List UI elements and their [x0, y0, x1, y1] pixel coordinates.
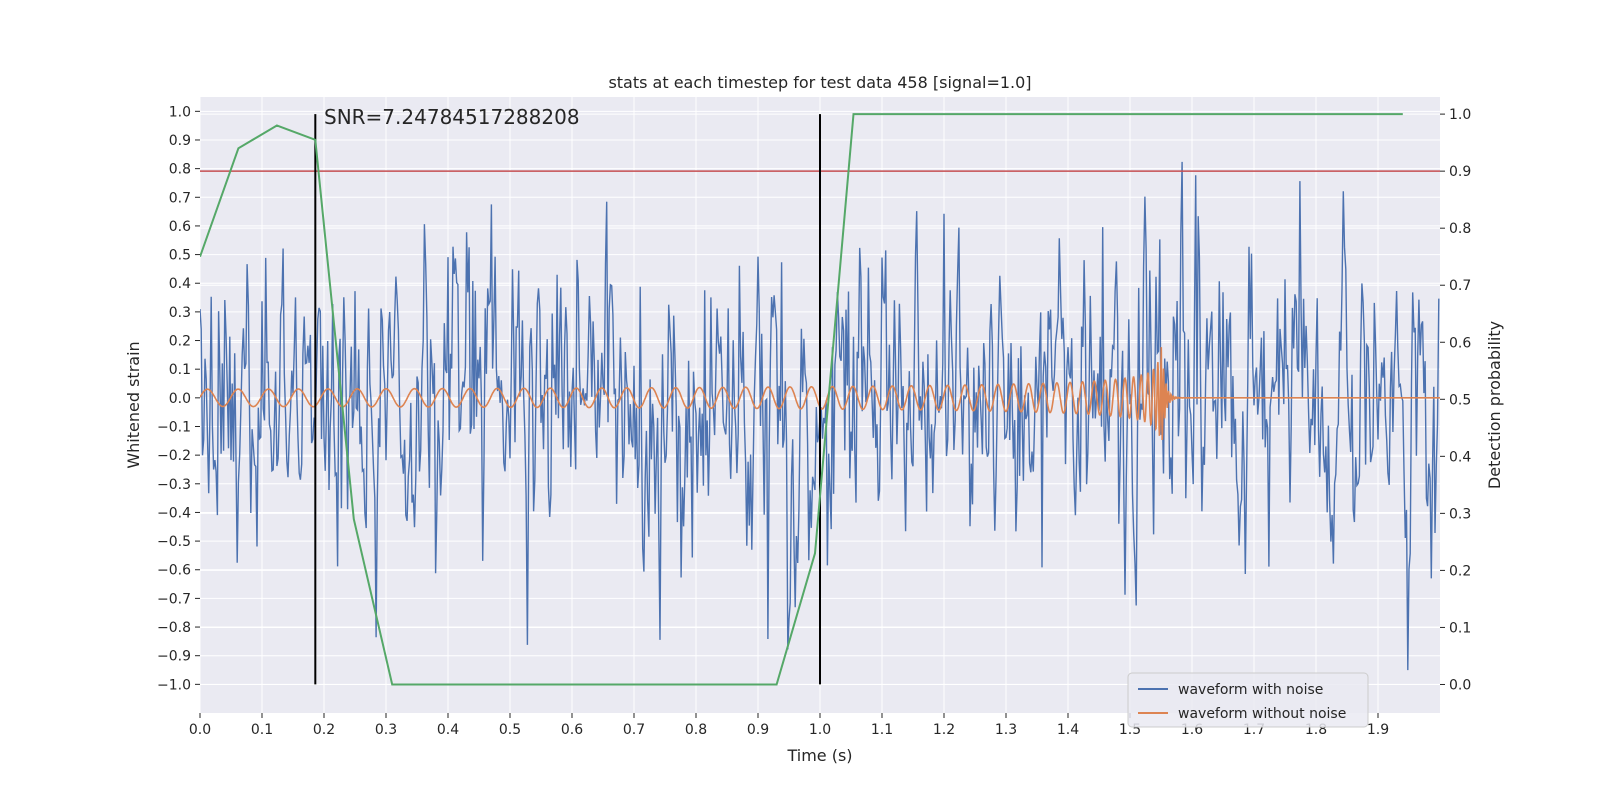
legend-label-noise: waveform with noise: [1178, 682, 1323, 698]
y-tick-label: −0.2: [157, 448, 191, 464]
y-tick-label: 0.5: [169, 248, 191, 264]
y-tick-label: 0.3: [169, 305, 191, 321]
x-tick-label: 0.3: [375, 722, 397, 738]
y-tick-label: 0.9: [169, 133, 191, 149]
x-axis-label: Time (s): [786, 746, 852, 765]
y-tick-label: −0.9: [157, 649, 191, 665]
y-axis-label: Whitened strain: [124, 341, 143, 468]
y-tick-label: 0.6: [169, 219, 191, 235]
y-tick-label: 0.2: [169, 334, 191, 350]
y-tick-label: 1.0: [169, 104, 191, 120]
y-right-tick-label: 0.9: [1449, 164, 1471, 180]
series-group: [200, 113, 1440, 686]
x-tick-label: 1.2: [933, 722, 955, 738]
y-right-tick-label: 0.5: [1449, 392, 1471, 408]
y-right-tick-label: 0.4: [1449, 449, 1471, 465]
legend-box: [1127, 672, 1369, 728]
y-tick-label: −0.8: [157, 620, 191, 636]
y-tick-label: −0.5: [157, 534, 191, 550]
x-tick-label: 0.0: [189, 722, 211, 738]
x-tick-label: 1.3: [995, 722, 1017, 738]
legend: waveform with noise waveform without noi…: [1127, 672, 1369, 728]
x-tick-label: 0.9: [747, 722, 769, 738]
y-right-tick-label: 0.6: [1449, 335, 1471, 351]
x-tick-label: 0.4: [437, 722, 459, 738]
x-tick-label: 0.8: [685, 722, 707, 738]
x-tick-label: 0.7: [623, 722, 645, 738]
x-tick-label: 0.5: [499, 722, 521, 738]
y-tick-label: 0.7: [169, 190, 191, 206]
y-tick-label: −0.1: [157, 419, 191, 435]
y-right-tick-label: 0.7: [1449, 278, 1471, 294]
x-tick-label: 0.2: [313, 722, 335, 738]
series-detection-probability: [200, 113, 1403, 686]
x-tick-label: 0.6: [561, 722, 583, 738]
y-right-tick-label: 0.0: [1449, 677, 1471, 693]
y-tick-label: −0.3: [157, 477, 191, 493]
y-axis-right-label: Detection probability: [1485, 321, 1504, 489]
y-tick-label: 0.0: [169, 391, 191, 407]
y-tick-label: −0.4: [157, 505, 191, 521]
x-tick-label: 0.1: [251, 722, 273, 738]
y-tick-label: −0.7: [157, 591, 191, 607]
y-tick-label: −0.6: [157, 563, 191, 579]
x-tick-label: 1.9: [1367, 722, 1389, 738]
snr-annotation: SNR=7.24784517288208: [324, 105, 580, 129]
y-tick-label: 0.4: [169, 276, 191, 292]
y-right-tick-label: 0.3: [1449, 506, 1471, 522]
y-tick-label: −1.0: [157, 677, 191, 693]
legend-label-clean: waveform without noise: [1178, 706, 1346, 722]
x-tick-label: 1.1: [871, 722, 893, 738]
x-tick-label: 1.4: [1057, 722, 1079, 738]
x-tick-label: 1.0: [809, 722, 831, 738]
ticks: 0.0 0.1 0.2 0.3 0.4 0.5 0.6 0.7 0.8 0.9 1.0 1.1 1.2 1…: [157, 104, 1471, 738]
y-right-tick-label: 0.8: [1449, 221, 1471, 237]
y-right-tick-label: 0.2: [1449, 563, 1471, 579]
chart-title: stats at each timestep for test data 458…: [608, 73, 1031, 92]
y-tick-label: 0.8: [169, 162, 191, 178]
y-right-tick-label: 0.1: [1449, 620, 1471, 636]
y-right-tick-label: 1.0: [1449, 107, 1471, 123]
y-tick-label: 0.1: [169, 362, 191, 378]
